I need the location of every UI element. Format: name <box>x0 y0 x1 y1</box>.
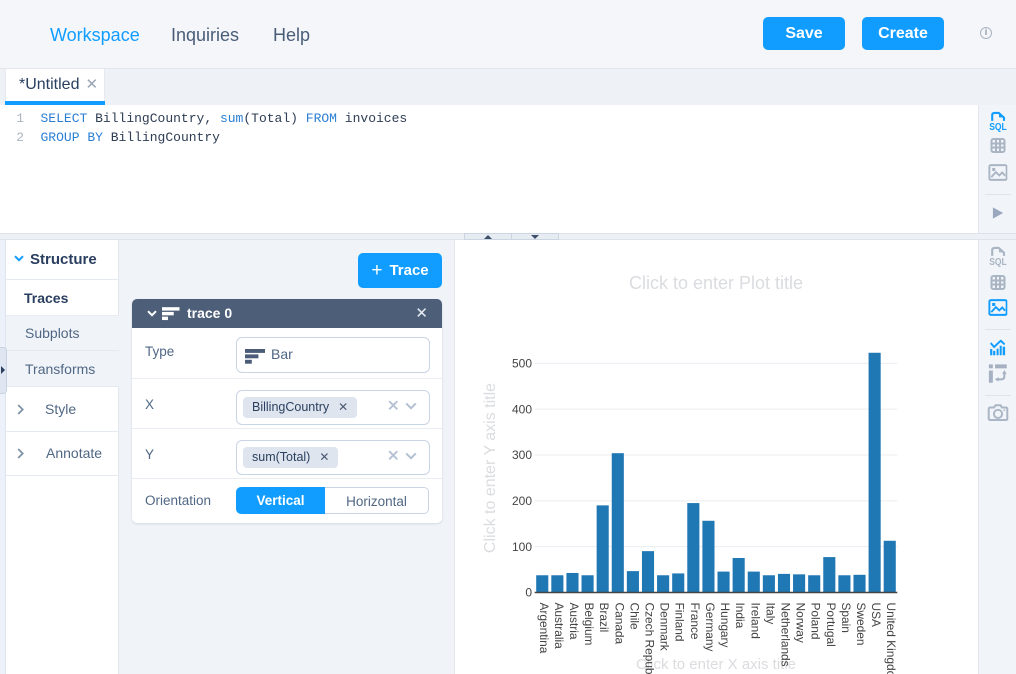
svg-text:300: 300 <box>512 448 532 462</box>
svg-text:Spain: Spain <box>839 603 853 633</box>
svg-text:Click to enter X axis title: Click to enter X axis title <box>636 656 796 673</box>
svg-text:Ireland: Ireland <box>748 603 762 639</box>
svg-text:Austria: Austria <box>567 603 581 640</box>
svg-text:Czech Republic: Czech Republic <box>643 603 657 674</box>
svg-text:Finland: Finland <box>673 603 687 642</box>
svg-text:India: India <box>733 603 747 629</box>
svg-text:Hungary: Hungary <box>718 603 732 648</box>
svg-text:United Kingdom: United Kingdom <box>884 603 898 674</box>
svg-text:SQL: SQL <box>989 121 1007 133</box>
svg-text:Sweden: Sweden <box>854 603 868 646</box>
svg-text:Click to enter Y axis title: Click to enter Y axis title <box>482 383 499 553</box>
svg-text:0: 0 <box>525 586 532 600</box>
svg-text:Belgium: Belgium <box>582 603 596 646</box>
svg-text:Germany: Germany <box>703 603 717 652</box>
svg-text:Click to enter Plot title: Click to enter Plot title <box>629 273 803 293</box>
svg-text:Portugal: Portugal <box>824 603 838 647</box>
svg-text:Canada: Canada <box>612 603 626 645</box>
svg-text:Denmark: Denmark <box>658 603 672 651</box>
svg-text:Italy: Italy <box>763 603 777 625</box>
svg-text:Argentina: Argentina <box>537 603 551 654</box>
svg-text:Brazil: Brazil <box>597 603 611 633</box>
svg-text:Poland: Poland <box>809 603 823 640</box>
svg-text:SQL: SQL <box>989 256 1007 268</box>
svg-text:Norway: Norway <box>794 603 808 643</box>
svg-text:Chile: Chile <box>627 603 641 630</box>
svg-text:500: 500 <box>512 357 532 371</box>
svg-text:400: 400 <box>512 402 532 416</box>
svg-text:100: 100 <box>512 540 532 554</box>
svg-text:USA: USA <box>869 603 883 628</box>
svg-text:Netherlands: Netherlands <box>778 603 792 667</box>
svg-text:France: France <box>688 603 702 640</box>
svg-text:200: 200 <box>512 494 532 508</box>
svg-text:Australia: Australia <box>552 603 566 650</box>
